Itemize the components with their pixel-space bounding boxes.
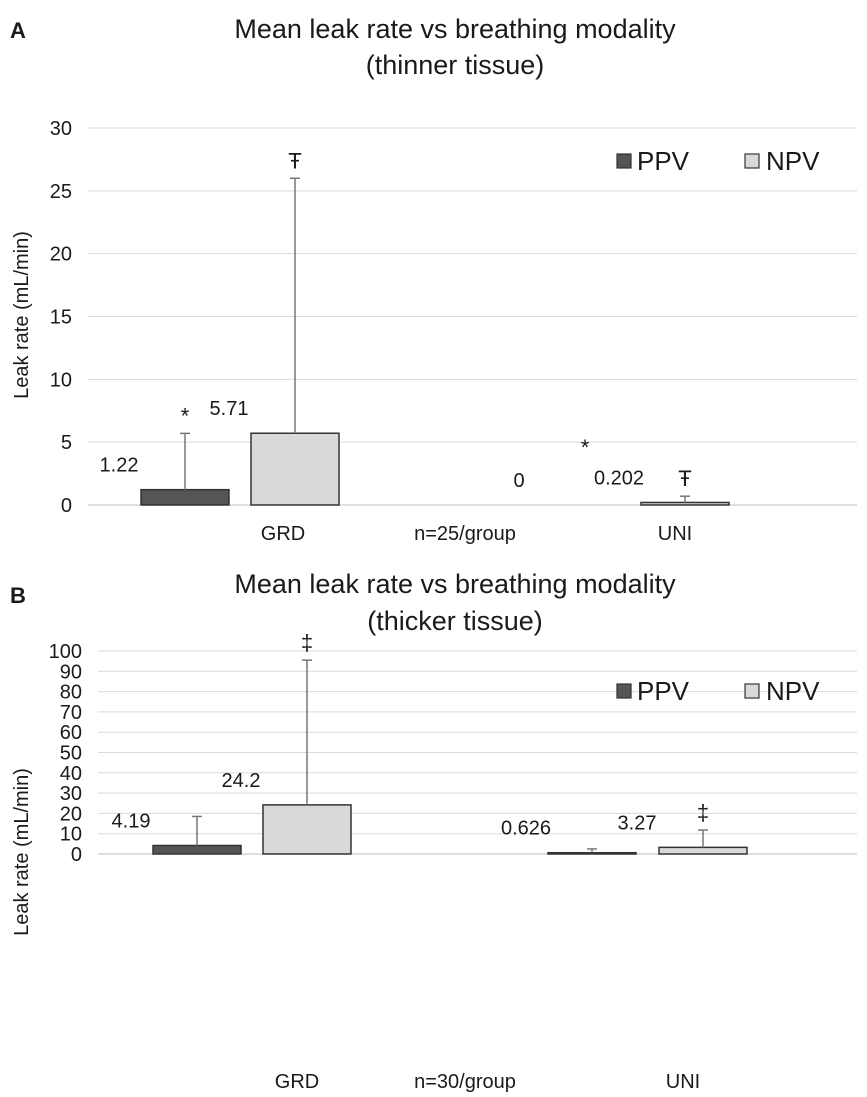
- panel-a-y-tick-label: 5: [61, 432, 72, 454]
- panel-b-legend-swatch-npv: [744, 683, 760, 699]
- panel-a-marker-ppv-grd: *: [181, 403, 190, 428]
- panel-a-y-tick-label: 30: [50, 118, 72, 140]
- panel-a-legend-label-ppv: PPV: [637, 146, 690, 176]
- panel-b-marker-npv-grd: ‡: [301, 630, 313, 655]
- panel-b-gridlines: [98, 650, 857, 855]
- panel-a-y-tick-label: 10: [50, 369, 72, 391]
- panel-a-bar-ppv-grd: [140, 488, 230, 506]
- panel-a-bar-npv-grd: [250, 432, 340, 506]
- panel-b-legend-label-npv: NPV: [766, 676, 820, 706]
- panel-b-sample-note: n=30/group: [414, 1071, 516, 1093]
- panel-a-category-grd: GRD: [261, 523, 305, 545]
- panel-b-data-label-ppv-uni: 0.626: [501, 818, 551, 840]
- panel-a-bar-npv-uni: [640, 501, 730, 506]
- panel-a-data-label-ppv-grd: 1.22: [100, 455, 139, 477]
- panel-a-bars: [140, 177, 730, 506]
- panel-b-y-tick-label: 50: [60, 743, 82, 765]
- panel-b-y-tick-label: 100: [49, 641, 82, 663]
- panel-b-category-grd: GRD: [275, 1071, 319, 1093]
- panel-a-gridlines: [88, 127, 857, 506]
- panel-a-marker-npv-uni: Ŧ: [678, 466, 691, 491]
- panel-b-y-axis-label: Leak rate (mL/min): [11, 768, 33, 936]
- panel-b-y-tick-label: 30: [60, 783, 82, 805]
- panel-b-data-labels: 4.19 0.626 24.2 ‡ 3.27 ‡: [112, 630, 710, 840]
- panel-a-legend-label-npv: NPV: [766, 146, 820, 176]
- panel-b-legend-swatch-ppv: [616, 683, 632, 699]
- panel-b-bar-ppv-uni: [547, 851, 637, 855]
- panel-a: A Mean leak rate vs breathing modality (…: [10, 14, 857, 545]
- panel-a-data-label-npv-uni: 0.202: [594, 467, 644, 489]
- panel-a-y-tick-label: 0: [61, 495, 72, 517]
- panel-b-y-tick-label: 0: [71, 844, 82, 866]
- panel-b-marker-npv-uni: ‡: [697, 800, 709, 825]
- panel-b-bar-npv-uni: [658, 846, 748, 855]
- panel-a-legend: PPV NPV: [616, 146, 820, 176]
- panel-a-data-labels: 1.22 * 0 * 5.71 Ŧ 0.202 Ŧ: [100, 148, 692, 492]
- panel-a-title: Mean leak rate vs breathing modality: [234, 14, 676, 44]
- panel-b-y-tick-label: 20: [60, 803, 82, 825]
- panel-a-y-tick-label: 25: [50, 181, 72, 203]
- panel-a-legend-swatch-ppv: [616, 153, 632, 169]
- panel-b-legend-label-ppv: PPV: [637, 676, 690, 706]
- panel-b-bar-npv-grd: [262, 804, 352, 855]
- panel-a-data-label-ppv-uni: 0: [513, 470, 524, 492]
- panel-a-category-labels: GRD UNI: [261, 523, 692, 545]
- panel-b-legend: PPV NPV: [616, 676, 820, 706]
- panel-a-category-uni: UNI: [658, 523, 692, 545]
- panel-b-letter: B: [10, 583, 26, 608]
- panel-b-bar-ppv-grd: [152, 844, 242, 855]
- panel-a-y-tick-label: 20: [50, 244, 72, 266]
- panel-b-bars: [152, 659, 748, 855]
- panel-a-marker-ppv-uni: *: [581, 435, 590, 460]
- panel-a-legend-swatch-npv: [744, 153, 760, 169]
- panel-b-y-tick-label: 60: [60, 722, 82, 744]
- panel-b-data-label-ppv-grd: 4.19: [112, 810, 151, 832]
- panel-b: B Mean leak rate vs breathing modality (…: [10, 569, 857, 1093]
- panel-a-marker-npv-grd: Ŧ: [288, 148, 301, 173]
- panel-b-category-uni: UNI: [666, 1071, 700, 1093]
- panel-b-y-tick-label: 80: [60, 682, 82, 704]
- panel-a-sample-note: n=25/group: [414, 523, 516, 545]
- panel-b-data-label-npv-uni: 3.27: [618, 812, 657, 834]
- panel-a-y-axis-label: Leak rate (mL/min): [11, 231, 33, 399]
- panel-a-letter: A: [10, 18, 26, 43]
- panel-a-y-ticks: 0 5 10 15 20 25 30: [50, 118, 72, 517]
- panel-a-y-tick-label: 15: [50, 307, 72, 329]
- panel-b-y-tick-label: 70: [60, 702, 82, 724]
- panel-b-title: Mean leak rate vs breathing modality: [234, 569, 676, 599]
- panel-b-y-tick-label: 90: [60, 661, 82, 683]
- panel-b-category-labels: GRD UNI: [275, 1071, 700, 1093]
- panel-a-data-label-npv-grd: 5.71: [210, 398, 249, 420]
- panel-b-y-tick-label: 10: [60, 824, 82, 846]
- panel-a-subtitle: (thinner tissue): [366, 50, 545, 80]
- panel-b-data-label-npv-grd: 24.2: [222, 770, 261, 792]
- panel-b-subtitle: (thicker tissue): [367, 606, 543, 636]
- panel-b-y-tick-label: 40: [60, 763, 82, 785]
